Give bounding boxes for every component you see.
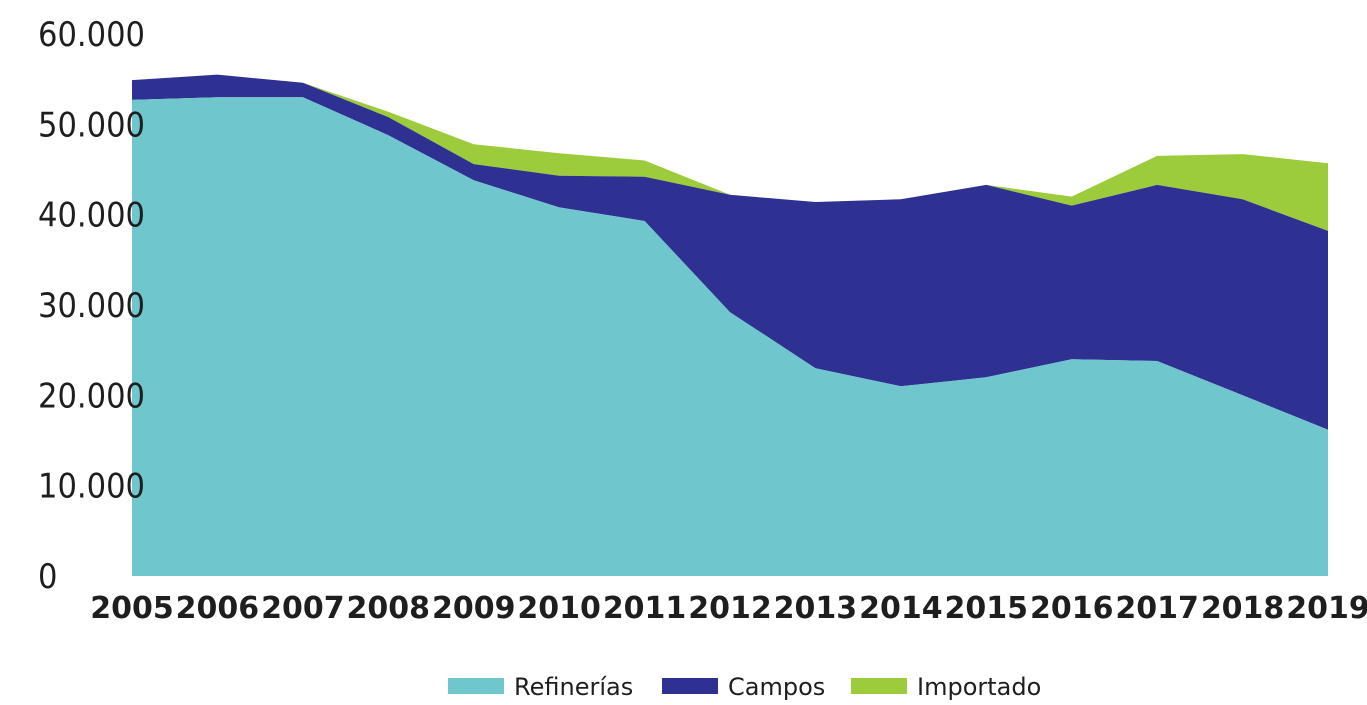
area-importado (132, 74, 1328, 231)
legend-item-importado: Importado (851, 673, 1041, 701)
y-tick-label: 0 (38, 557, 57, 597)
y-axis-ticks: 0 10.000 20.000 30.000 40.000 50.000 60.000 (38, 15, 145, 597)
x-tick-label: 2006 (176, 591, 260, 626)
x-tick-label: 2019 (1286, 591, 1367, 626)
legend-label: Campos (728, 673, 825, 701)
x-tick-label: 2017 (1115, 591, 1199, 626)
x-tick-label: 2015 (945, 591, 1029, 626)
x-tick-label: 2010 (517, 591, 601, 626)
x-tick-label: 2008 (347, 591, 431, 626)
x-tick-label: 2016 (1030, 591, 1114, 626)
legend-swatch (851, 678, 907, 694)
y-tick-label: 50.000 (38, 105, 145, 145)
legend-item-refinerias: Refinerías (448, 673, 633, 701)
area-campos (132, 74, 1328, 430)
series-areas (132, 74, 1328, 576)
x-tick-label: 2007 (261, 591, 345, 626)
y-tick-label: 60.000 (38, 15, 145, 55)
legend-item-campos: Campos (662, 673, 825, 701)
area-refinerias (132, 97, 1328, 576)
x-tick-label: 2013 (774, 591, 858, 626)
y-tick-label: 20.000 (38, 376, 145, 416)
x-tick-label: 2005 (90, 591, 174, 626)
x-tick-label: 2011 (603, 591, 687, 626)
x-tick-label: 2018 (1201, 591, 1285, 626)
legend: Refinerías Campos Importado (448, 673, 1041, 701)
legend-swatch (448, 678, 504, 694)
x-tick-label: 2009 (432, 591, 516, 626)
x-axis-ticks: 2005 2006 2007 2008 2009 2010 2011 2012 2013 2014… (90, 591, 1367, 626)
y-tick-label: 10.000 (38, 467, 145, 507)
x-tick-label: 2014 (859, 591, 943, 626)
legend-label: Importado (917, 673, 1041, 701)
legend-label: Refinerías (514, 673, 633, 701)
legend-swatch (662, 678, 718, 694)
x-tick-label: 2012 (688, 591, 772, 626)
y-tick-label: 40.000 (38, 196, 145, 236)
y-tick-label: 30.000 (38, 286, 145, 326)
